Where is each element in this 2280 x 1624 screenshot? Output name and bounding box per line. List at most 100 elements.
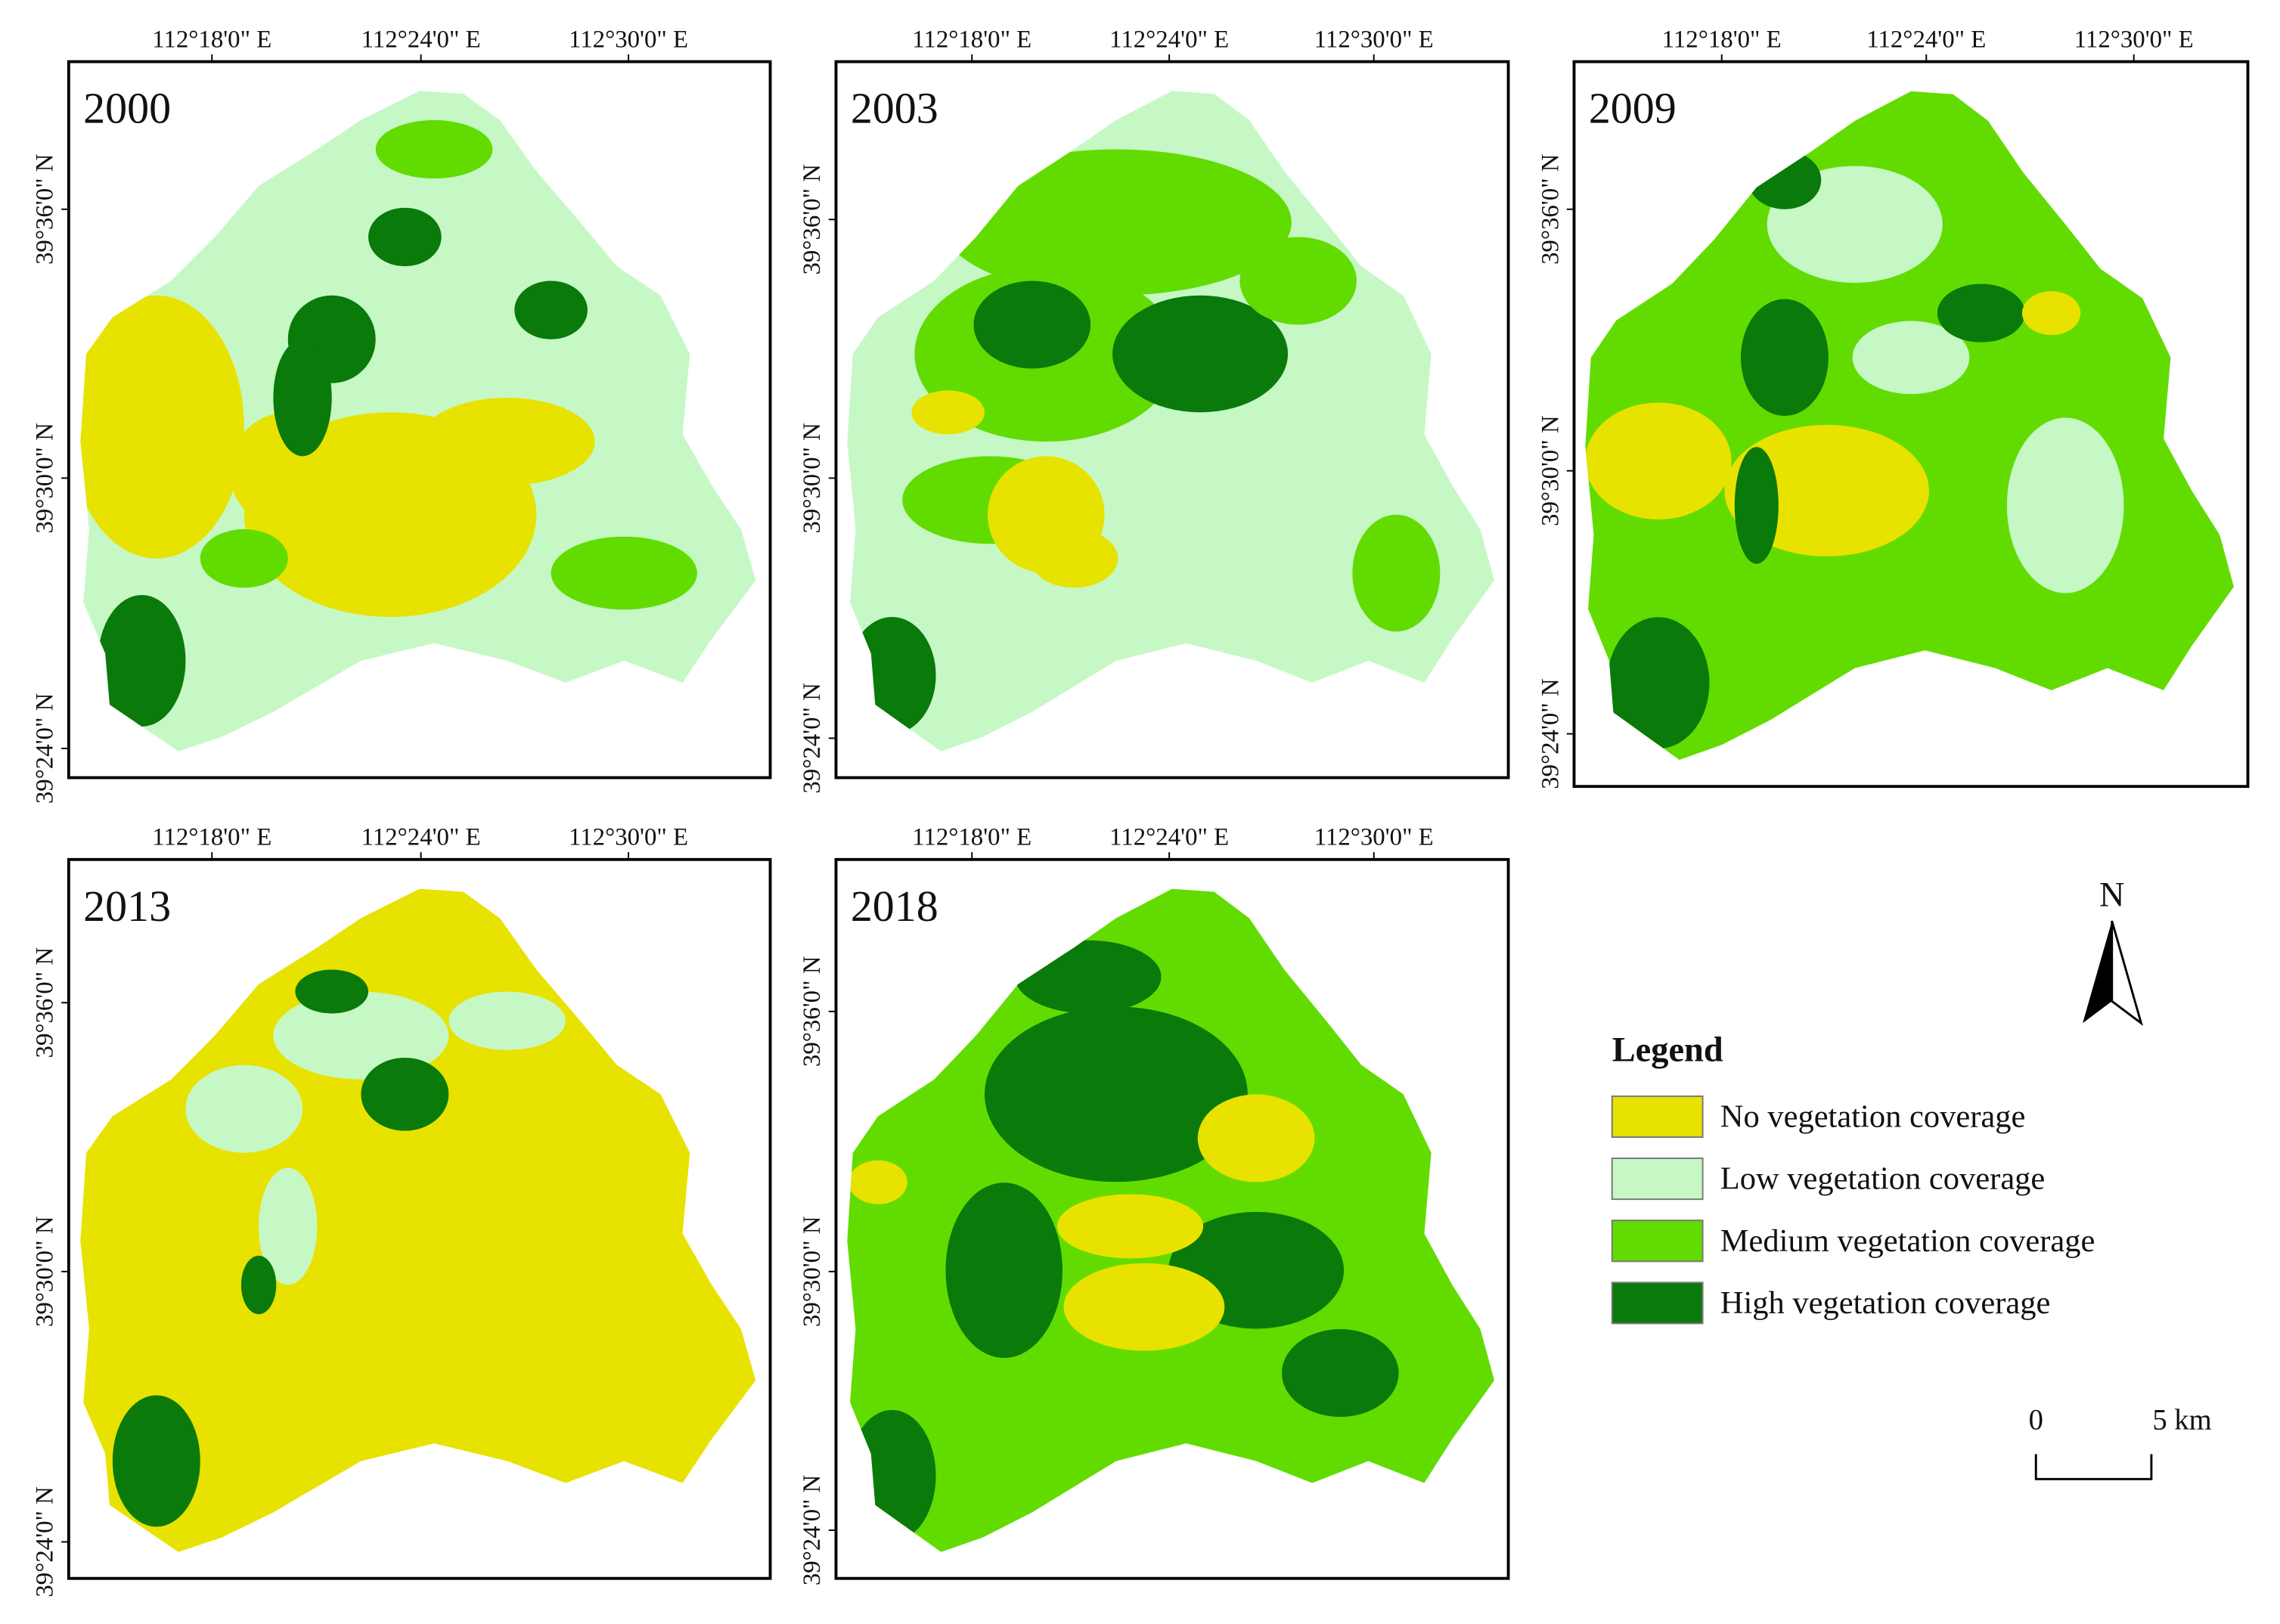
coverage-patches [80,119,697,727]
map-frame [67,857,772,1580]
year-label: 2000 [83,84,171,133]
legend-title: Legend [1612,1031,1723,1070]
y-tick-label: 39°36'0" N [799,956,826,1068]
coverage-patch [1281,1329,1399,1417]
y-tick-label: 39°36'0" N [32,154,59,265]
legend-swatch [1611,1282,1704,1325]
coverage-patch [448,991,566,1050]
map-frame [834,60,1510,779]
map-panel: 2003 112°18'0" E 112°24'0" E 112°30'0" E 39°… [799,26,1510,794]
arrow-left [2083,920,2112,1024]
legend-label: Medium vegetation coverage [1720,1223,2095,1259]
coverage-patch [514,280,588,339]
y-tick-label: 39°30'0" N [799,423,826,534]
x-tick-label: 112°24'0" E [361,823,481,851]
x-tick-label: 112°18'0" E [912,823,1031,851]
coverage-patch [112,1395,200,1527]
coverage-patch [419,398,595,486]
coverage-patch [848,1160,907,1204]
coverage-patch [375,119,493,179]
coverage-patch [1239,237,1357,325]
coverage-patch [361,1057,449,1131]
coverage-patches [848,149,1441,734]
coverage-patch [273,339,332,457]
coverage-patch [1740,299,1829,417]
coverage-patches [1585,150,2124,749]
y-tick-label: 39°24'0" N [1537,678,1564,789]
coverage-patch [945,1182,1063,1359]
legend-swatch [1611,1095,1704,1138]
x-tick-label: 112°30'0" E [1314,26,1434,53]
arrow-right [2111,920,2143,1027]
coverage-patch [1352,514,1441,632]
x-tick-label: 112°18'0" E [1662,26,1782,53]
coverage-patch [1197,1094,1315,1182]
y-tick-label: 39°24'0" N [799,683,826,794]
coverage-patch [240,1255,277,1315]
coverage-patch [273,991,449,1080]
y-tick-label: 39°30'0" N [799,1216,826,1328]
x-tick-label: 112°18'0" E [912,26,1031,53]
year-label: 2018 [851,882,938,931]
map-panel: 2000 112°18'0" E 112°24'0" E 112°30'0" E 39°… [32,26,772,804]
year-label: 2009 [1589,84,1677,133]
x-tick-label: 112°18'0" E [152,26,271,53]
map-panel: 2009 112°18'0" E 112°24'0" E 112°30'0" E 39°… [1537,26,2250,789]
legend-label: High vegetation coverage [1720,1285,2051,1321]
y-tick-label: 39°36'0" N [32,947,59,1058]
x-tick-label: 112°24'0" E [1109,823,1229,851]
coverage-patch [551,536,697,610]
coverage-patch [1015,940,1162,1014]
coverage-patch [984,1006,1248,1182]
coverage-patch [80,295,244,559]
coverage-patch [185,1065,303,1153]
coverage-patch [1852,321,1970,395]
map-frame [67,60,772,779]
x-tick-label: 112°30'0" E [2074,26,2194,53]
legend-label: No vegetation coverage [1720,1099,2026,1134]
coverage-patch [848,1409,936,1542]
scale-end: 5 km [2152,1405,2211,1436]
y-tick-label: 39°24'0" N [799,1475,826,1586]
coverage-patch [259,1167,318,1285]
coverage-patch [911,390,985,435]
coverage-patch [1607,617,1710,749]
study-area [1585,91,2234,760]
coverage-patch [1063,1263,1225,1351]
map-panel: 2013 112°18'0" E 112°24'0" E 112°30'0" E 39°… [32,823,772,1598]
y-tick-label: 39°24'0" N [32,693,59,804]
map-panel: 2018 112°18'0" E 112°24'0" E 112°30'0" E 39°… [799,823,1510,1586]
north-label: N [2099,876,2125,915]
coverage-patch [1748,150,1822,209]
coverage-patch [295,969,369,1014]
study-area [80,888,756,1552]
x-tick-label: 112°30'0" E [569,26,688,53]
coverage-patch [1585,402,1732,520]
x-tick-label: 112°30'0" E [569,823,688,851]
coverage-patch [1734,447,1779,564]
x-tick-label: 112°24'0" E [1109,26,1229,53]
legend-label: Low vegetation coverage [1720,1161,2046,1197]
x-tick-label: 112°24'0" E [361,26,481,53]
coverage-patch [941,149,1292,296]
x-tick-label: 112°30'0" E [1314,823,1434,851]
coverage-patch [848,616,936,734]
y-tick-label: 39°24'0" N [32,1486,59,1598]
y-tick-label: 39°30'0" N [1537,415,1564,526]
coverage-patch [973,280,1091,369]
y-tick-label: 39°36'0" N [1537,154,1564,265]
legend-swatch [1611,1220,1704,1263]
year-label: 2003 [851,84,938,133]
map-frame [1572,60,2250,789]
y-tick-label: 39°30'0" N [32,423,59,534]
coverage-patch [368,207,442,267]
x-tick-label: 112°18'0" E [152,823,271,851]
coverage-patches [848,940,1399,1542]
map-frame [834,857,1510,1580]
coverage-patch [1030,529,1118,588]
coverage-patch [2006,417,2124,594]
coverage-patch [1112,295,1289,413]
coverage-patch [1937,284,2025,342]
coverage-patch [1056,1194,1204,1259]
legend-swatch [1611,1158,1704,1201]
